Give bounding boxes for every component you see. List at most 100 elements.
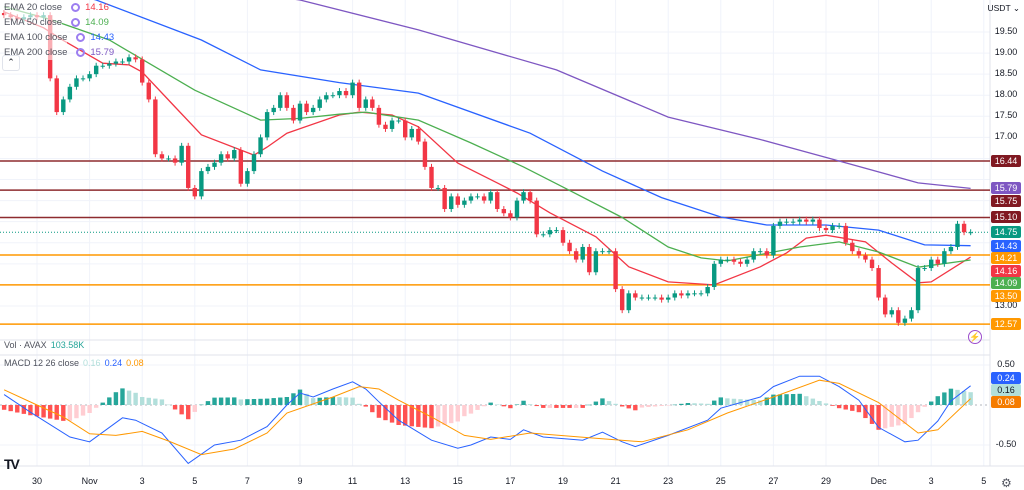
ema-line-ema200[interactable] [201, 0, 971, 190]
macd-histogram-bar [843, 405, 848, 410]
tradingview-logo[interactable]: TV [4, 456, 20, 472]
candle [968, 229, 973, 236]
candle [258, 134, 263, 158]
macd-histogram-bar [744, 399, 750, 405]
volume-pane-label[interactable]: Vol · AVAX 103.58K [4, 340, 88, 350]
ema-line-ema20[interactable] [3, 11, 971, 286]
candle [80, 75, 86, 82]
candle [744, 256, 750, 267]
candle-body [685, 293, 691, 296]
indicator-settings-icon[interactable] [76, 48, 86, 57]
candle-body [836, 225, 842, 227]
macd-histogram-bar [955, 389, 960, 405]
legend-ema100[interactable]: EMA 100 close 14.43 [4, 30, 114, 45]
macd-hist-value: 0.16 [83, 358, 101, 368]
candle [455, 193, 460, 208]
macd-histogram-bar [67, 405, 73, 421]
legend-ema20[interactable]: EMA 20 close 14.16 [4, 0, 114, 15]
candle [61, 96, 66, 116]
settings-gear-icon[interactable]: ⚙ [1001, 476, 1012, 490]
macd-histogram-bar [396, 405, 401, 425]
macd-histogram-bar [212, 397, 217, 405]
macd-histogram-bar [731, 398, 737, 405]
legend-ema200[interactable]: EMA 200 close 15.79 [4, 45, 114, 60]
price-tick-label: 18.00 [994, 89, 1018, 100]
candle-body [199, 171, 204, 197]
macd-histogram-bar [251, 399, 257, 405]
candle [672, 290, 677, 301]
candle [166, 155, 171, 162]
macd-histogram-bar [514, 404, 520, 405]
indicator-settings-icon[interactable] [71, 18, 81, 27]
currency-label: USDT [987, 3, 1011, 13]
macd-histogram-bar [28, 405, 33, 416]
candle-body [692, 293, 697, 295]
macd-histogram-bar [15, 405, 20, 413]
macd-histogram-bar [679, 403, 684, 405]
macd-histogram-bar [462, 405, 467, 417]
macd-histogram-bar [626, 405, 631, 409]
price-badge: 14.21 [991, 252, 1021, 265]
candle-body [652, 297, 658, 299]
candle [495, 189, 500, 212]
ema-line-ema100[interactable] [44, 0, 971, 247]
macd-histogram-bar [61, 405, 66, 421]
legend-collapse-button[interactable]: ⌃ [2, 55, 20, 71]
macd-histogram-bar [968, 392, 973, 405]
macd-histogram-bar [304, 393, 309, 405]
candle [587, 244, 592, 276]
legend-value: 14.16 [85, 2, 109, 13]
macd-histogram-bar [54, 405, 59, 420]
candle-body [225, 154, 230, 159]
candle [692, 290, 697, 297]
candle-body [731, 259, 737, 262]
candle-body [271, 107, 276, 113]
macd-line[interactable] [3, 375, 971, 465]
candle [784, 218, 789, 225]
signal-line[interactable] [3, 379, 971, 456]
macd-histogram-bar [324, 397, 329, 405]
candle [843, 222, 848, 246]
macd-histogram-bar [356, 403, 362, 405]
time-tick-label: 13 [400, 476, 411, 486]
candle-body [429, 166, 434, 188]
ema-line-ema50[interactable] [3, 6, 971, 268]
candle-body [370, 99, 375, 108]
candle-body [238, 150, 244, 184]
candle-body [527, 192, 533, 201]
macd-histogram-bar [836, 405, 842, 409]
candle [817, 216, 822, 231]
indicator-settings-icon[interactable] [76, 33, 86, 42]
macd-histogram-bar [797, 393, 802, 405]
candle [409, 125, 414, 141]
macd-pane-label[interactable]: MACD 12 26 close 0.16 0.24 0.08 [4, 358, 148, 368]
currency-selector[interactable]: USDT ⌄ [988, 3, 1021, 14]
macd-histogram-bar [218, 397, 224, 405]
candle-body [725, 259, 730, 261]
candle-body [435, 187, 441, 189]
macd-histogram-bar [8, 405, 13, 412]
macd-histogram-bar [804, 396, 809, 405]
macd-histogram-bar [297, 389, 303, 405]
macd-histogram-bar [120, 388, 125, 405]
candle-body [317, 99, 322, 108]
lightning-icon[interactable]: ⚡ [968, 330, 982, 344]
indicator-settings-icon[interactable] [71, 3, 81, 12]
candle-body [666, 297, 671, 300]
macd-histogram-bar [166, 404, 171, 406]
candle-body [245, 171, 250, 184]
legend-ema50[interactable]: EMA 50 close 14.09 [4, 15, 114, 30]
candle-body [74, 78, 79, 87]
candle [942, 248, 947, 267]
candle-body [264, 112, 270, 138]
candle [304, 100, 309, 116]
candle-body [882, 297, 888, 315]
time-tick-label: 25 [715, 476, 726, 486]
candle-body [646, 297, 651, 299]
candle-body [810, 219, 816, 222]
candle-body [961, 223, 967, 233]
candle [396, 117, 401, 124]
candle-body [942, 251, 947, 264]
candle [764, 248, 770, 259]
